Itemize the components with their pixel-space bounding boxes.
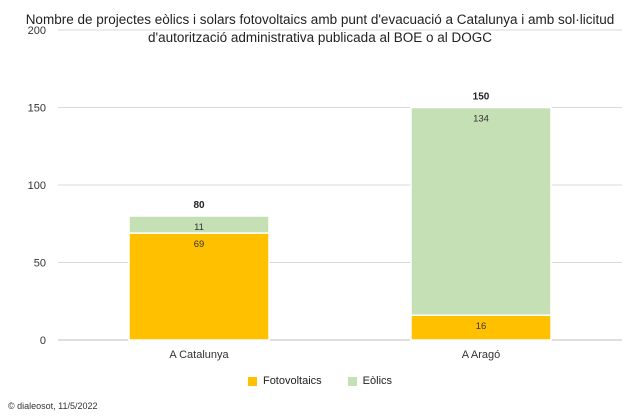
data-label-eòlics-0: 11 xyxy=(194,222,204,233)
chart-legend: Fotovoltaics Eòlics xyxy=(0,375,640,387)
bar-eòlics-1 xyxy=(410,106,552,316)
legend-swatch-fotovoltaics xyxy=(247,376,257,386)
x-tick-label-0: A Catalunya xyxy=(169,349,229,361)
y-tick-label-0: 0 xyxy=(40,335,46,347)
y-tick-label-100: 100 xyxy=(28,180,46,192)
chart-title-line-2: d'autorització administrativa publicada … xyxy=(148,30,492,45)
legend-label-fotovoltaics: Fotovoltaics xyxy=(262,375,322,387)
total-label-0: 80 xyxy=(193,200,205,211)
legend-swatch-eolics xyxy=(347,376,357,386)
legend-item-fotovoltaics: Fotovoltaics xyxy=(247,375,322,387)
bar-fotovoltaics-1 xyxy=(410,314,552,341)
bar-eòlics-0 xyxy=(128,215,270,234)
y-tick-label-200: 200 xyxy=(28,25,46,37)
credit-text: © dialeosot, 11/5/2022 xyxy=(8,401,98,411)
data-label-eòlics-1: 134 xyxy=(473,114,489,125)
x-tick-label-1: A Aragó xyxy=(462,349,501,361)
bar-fotovoltaics-0 xyxy=(128,232,270,341)
y-tick-label-50: 50 xyxy=(34,258,46,270)
chart-title-line-1: Nombre de projectes eòlics i solars foto… xyxy=(25,12,615,27)
y-tick-label-150: 150 xyxy=(28,103,46,115)
data-label-fotovoltaics-1: 16 xyxy=(476,321,487,332)
data-label-fotovoltaics-0: 69 xyxy=(194,239,205,250)
total-label-1: 150 xyxy=(473,92,490,103)
legend-item-eolics: Eòlics xyxy=(347,375,393,387)
legend-label-eolics: Eòlics xyxy=(362,375,393,387)
